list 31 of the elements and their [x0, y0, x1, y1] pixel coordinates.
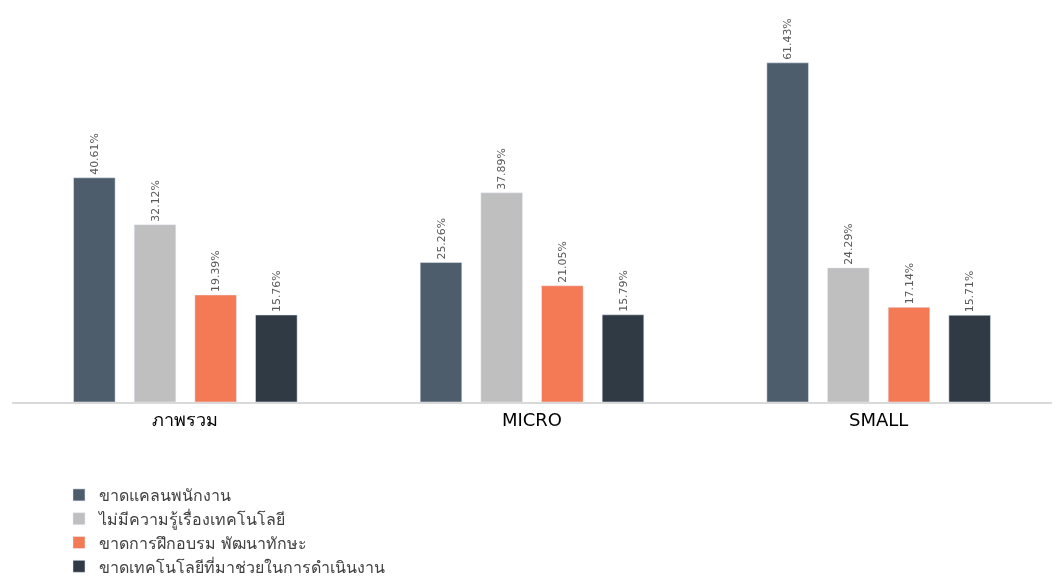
- data-label: 15.79%: [616, 270, 630, 312]
- bar: [948, 315, 991, 402]
- data-label: 24.29%: [841, 223, 855, 265]
- data-label: 21.05%: [555, 241, 569, 283]
- data-label: 37.89%: [495, 148, 509, 190]
- bar: [541, 285, 584, 402]
- bar: [887, 307, 931, 402]
- data-label: 15.71%: [963, 270, 977, 313]
- data-label: 15.76%: [269, 270, 283, 312]
- data-label: 19.39%: [209, 250, 223, 292]
- legend-label: ไม่มีความรู้เรื่องเทคโนโลยี: [96, 507, 285, 530]
- data-label: 40.61%: [87, 133, 101, 175]
- bar: [480, 192, 523, 402]
- bar: [73, 177, 116, 402]
- bar: [419, 262, 463, 402]
- data-label: 61.43%: [781, 18, 795, 60]
- legend-label: ขาดการฝึกอบรม พัฒนาทักษะ: [98, 533, 308, 553]
- x-tick-label: MICRO: [501, 408, 563, 430]
- bar: [601, 314, 645, 402]
- bar: [194, 294, 237, 402]
- data-label: 25.26%: [434, 217, 448, 260]
- legend-label: ขาดแคลนพนักงาน: [98, 486, 231, 506]
- x-tick-label: SMALL: [849, 408, 909, 430]
- bar: [827, 267, 870, 402]
- bar: [766, 62, 809, 402]
- data-label: 17.14%: [902, 262, 916, 305]
- legend-label: ขาดเทคโนโลยีที่มาช่วยในการดำเนินงาน: [98, 555, 385, 577]
- bar: [255, 314, 298, 402]
- data-label: 32.12%: [148, 180, 162, 222]
- x-tick-label: ภาพรวม: [152, 408, 219, 430]
- bar: [133, 224, 177, 402]
